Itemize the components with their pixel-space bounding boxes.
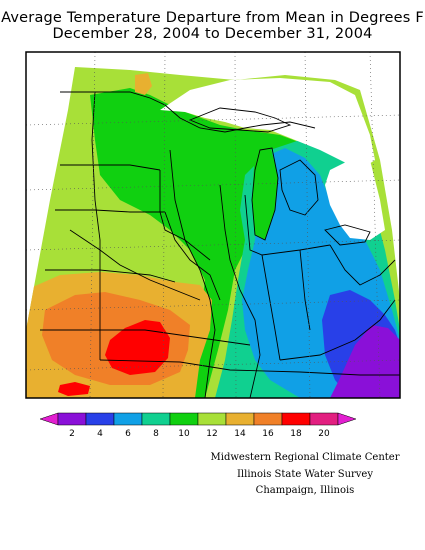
legend-swatch-9	[309, 412, 339, 426]
legend-label-10: 10	[178, 429, 190, 439]
legend-label-4: 4	[97, 429, 103, 439]
legend-label-16: 16	[262, 429, 274, 439]
legend-label-2: 2	[69, 429, 75, 439]
legend-swatch-2	[113, 412, 143, 426]
legend-swatch-3	[141, 412, 171, 426]
temperature-field	[26, 67, 400, 398]
legend-label-6: 6	[125, 429, 131, 439]
region-18-20-small	[58, 382, 90, 396]
legend-arrow-high	[337, 412, 357, 426]
map-frame	[25, 51, 401, 399]
legend-swatch-7	[253, 412, 283, 426]
region-north-spot	[135, 73, 152, 95]
legend-label-12: 12	[206, 429, 217, 439]
map-title-line-1: Average Temperature Departure from Mean …	[1, 10, 424, 26]
lake-michigan-green	[252, 145, 278, 240]
region-2-4	[330, 325, 400, 398]
credit-location: Champaign, Illinois	[255, 485, 355, 496]
legend-label-20: 20	[318, 429, 330, 439]
legend-arrow-low	[39, 412, 59, 426]
color-legend: 2 4 6 8 10 12 14 16 18 20	[39, 412, 357, 439]
legend-swatch-8	[281, 412, 311, 426]
legend-swatch-6	[225, 412, 255, 426]
legend-swatch-4	[169, 412, 199, 426]
legend-label-18: 18	[290, 429, 302, 439]
state-boundaries	[40, 91, 400, 398]
legend-swatch-0	[57, 412, 87, 426]
map-title-line-2: December 28, 2004 to December 31, 2004	[52, 26, 373, 42]
credit-center: Midwestern Regional Climate Center	[210, 452, 400, 463]
legend-label-14: 14	[234, 429, 246, 439]
graticule	[26, 52, 400, 398]
lake-huron-nodata	[325, 160, 385, 240]
legend-swatch-1	[85, 412, 115, 426]
legend-swatch-5	[197, 412, 227, 426]
credit-survey: Illinois State Water Survey	[236, 469, 373, 480]
legend-label-8: 8	[153, 429, 159, 439]
